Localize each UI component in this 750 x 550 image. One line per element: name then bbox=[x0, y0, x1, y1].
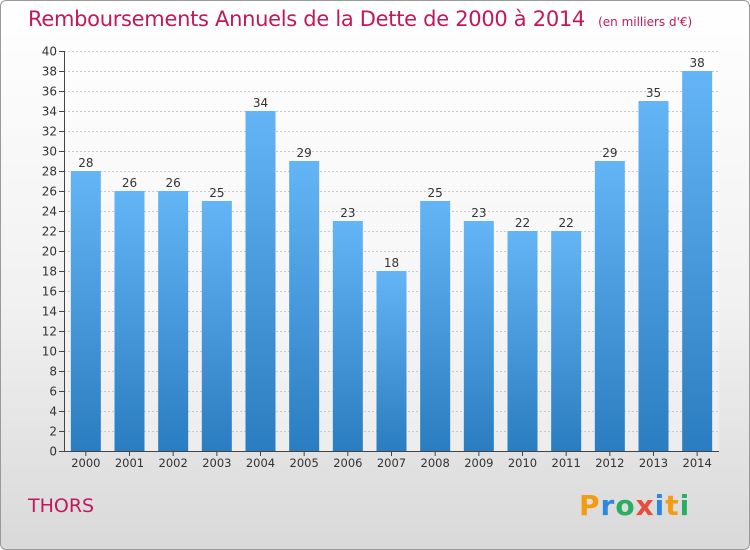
data-label: 23 bbox=[340, 206, 355, 220]
bar bbox=[682, 71, 713, 451]
x-tick-label: 2010 bbox=[508, 456, 537, 470]
y-tick-label: 22 bbox=[42, 225, 57, 239]
y-tick-label: 32 bbox=[42, 125, 57, 139]
y-tick-label: 18 bbox=[42, 265, 57, 279]
data-label: 18 bbox=[384, 256, 399, 270]
bar bbox=[332, 221, 363, 451]
y-tick-label: 40 bbox=[42, 45, 57, 59]
logo-letter: o bbox=[615, 489, 636, 522]
x-tick-label: 2014 bbox=[683, 456, 712, 470]
y-tick-label: 6 bbox=[49, 385, 57, 399]
chart-title: Remboursements Annuels de la Dette de 20… bbox=[28, 7, 585, 31]
data-label: 28 bbox=[78, 156, 93, 170]
bar bbox=[245, 111, 276, 451]
x-tick-label: 2004 bbox=[246, 456, 275, 470]
y-tick-label: 26 bbox=[42, 185, 57, 199]
data-label: 29 bbox=[602, 146, 617, 160]
bar bbox=[594, 161, 625, 451]
y-tick-label: 14 bbox=[42, 305, 57, 319]
logo-letter: i bbox=[679, 489, 691, 522]
data-label: 35 bbox=[646, 86, 661, 100]
x-tick-label: 2001 bbox=[115, 456, 144, 470]
x-tick-label: 2000 bbox=[71, 456, 100, 470]
data-label: 38 bbox=[690, 56, 705, 70]
x-tick-label: 2006 bbox=[333, 456, 362, 470]
data-label: 25 bbox=[209, 186, 224, 200]
y-tick-label: 38 bbox=[42, 65, 57, 79]
proxiti-logo: Proxiti bbox=[579, 489, 690, 522]
bar bbox=[70, 171, 101, 451]
x-tick-label: 2003 bbox=[202, 456, 231, 470]
y-tick-label: 10 bbox=[42, 345, 57, 359]
bar bbox=[463, 221, 494, 451]
y-tick-label: 8 bbox=[49, 365, 57, 379]
y-tick-label: 2 bbox=[49, 425, 57, 439]
x-tick-label: 2007 bbox=[377, 456, 406, 470]
data-label: 22 bbox=[515, 216, 530, 230]
bar bbox=[114, 191, 145, 451]
logo-letter: P bbox=[579, 489, 601, 522]
y-tick-label: 34 bbox=[42, 105, 57, 119]
logo-letter: i bbox=[654, 489, 666, 522]
y-tick-label: 0 bbox=[49, 445, 57, 459]
data-label: 29 bbox=[297, 146, 312, 160]
data-label: 25 bbox=[428, 186, 443, 200]
bar bbox=[507, 231, 538, 451]
x-tick-label: 2002 bbox=[159, 456, 188, 470]
y-tick-label: 28 bbox=[42, 165, 57, 179]
logo-letter: x bbox=[635, 489, 655, 522]
data-label: 22 bbox=[559, 216, 574, 230]
y-tick-label: 12 bbox=[42, 325, 57, 339]
x-tick-label: 2011 bbox=[552, 456, 581, 470]
y-tick-label: 20 bbox=[42, 245, 57, 259]
bar bbox=[638, 101, 669, 451]
bar bbox=[376, 271, 407, 451]
logo-letter: t bbox=[665, 489, 680, 522]
bar bbox=[201, 201, 232, 451]
bar bbox=[551, 231, 582, 451]
bar bbox=[158, 191, 189, 451]
data-label: 34 bbox=[253, 96, 268, 110]
data-label: 26 bbox=[166, 176, 181, 190]
y-tick-label: 4 bbox=[49, 405, 57, 419]
bar bbox=[289, 161, 320, 451]
data-label: 23 bbox=[471, 206, 486, 220]
y-tick-label: 30 bbox=[42, 145, 57, 159]
chart-title-row: Remboursements Annuels de la Dette de 20… bbox=[28, 7, 692, 31]
y-tick-label: 36 bbox=[42, 85, 57, 99]
y-tick-label: 16 bbox=[42, 285, 57, 299]
x-tick-label: 2013 bbox=[639, 456, 668, 470]
x-tick-label: 2005 bbox=[290, 456, 319, 470]
chart-unit: (en milliers d'€) bbox=[598, 15, 693, 29]
commune-name: THORS bbox=[28, 495, 95, 517]
y-tick-label: 24 bbox=[42, 205, 57, 219]
bar bbox=[420, 201, 451, 451]
x-tick-label: 2009 bbox=[464, 456, 493, 470]
logo-letter: r bbox=[600, 489, 616, 522]
x-tick-label: 2008 bbox=[421, 456, 450, 470]
data-label: 26 bbox=[122, 176, 137, 190]
x-tick-label: 2012 bbox=[595, 456, 624, 470]
